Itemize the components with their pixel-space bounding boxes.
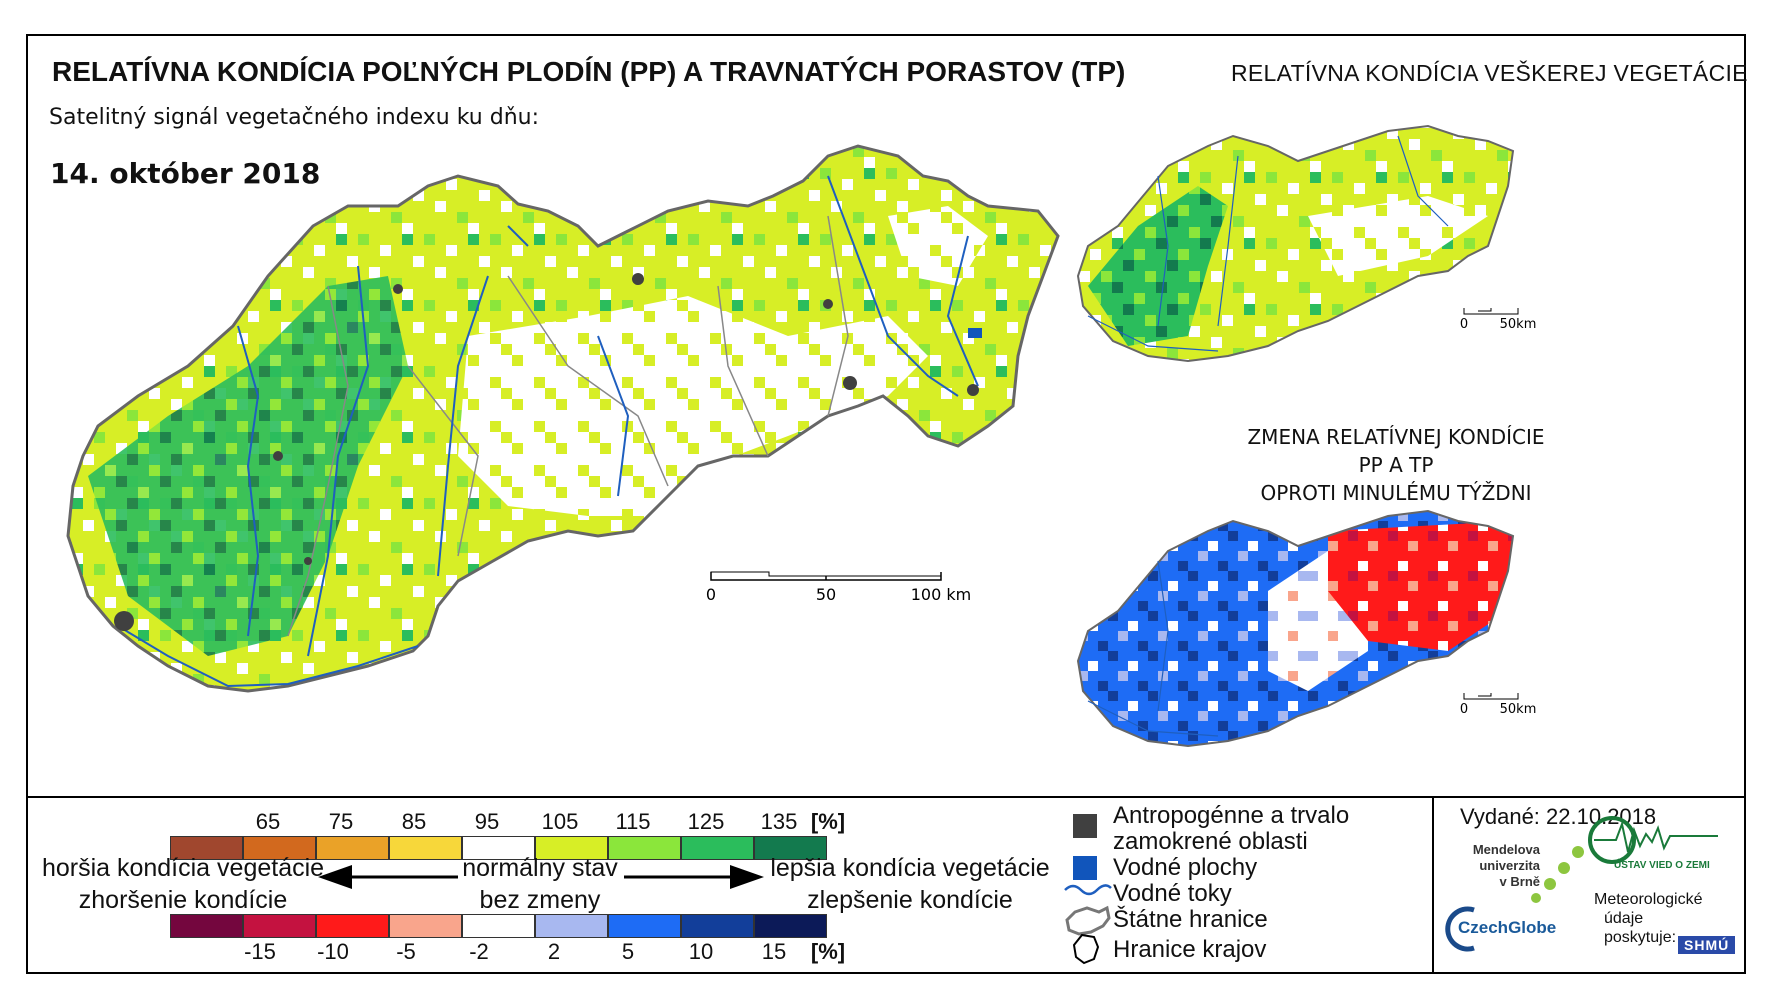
change-swatch: [243, 914, 316, 938]
river-icon: [1064, 884, 1112, 896]
change-tick: -2: [469, 939, 489, 964]
arrow-left-icon: [318, 865, 458, 889]
main-map: 0 50 100 km: [66, 144, 1060, 693]
condition-swatch: [170, 836, 243, 860]
condition-tick: 75: [328, 809, 354, 834]
legend-vertical-separator: [1432, 796, 1434, 972]
meteo-line2: údaje: [1604, 910, 1644, 927]
condition-scale-ticks: 65 75 85 95 105 115 125 135 [%]: [170, 809, 850, 835]
condition-swatch: [462, 836, 535, 860]
map-frame: RELATÍVNA KONDÍCIA POĽNÝCH PLODÍN (PP) A…: [26, 34, 1748, 974]
mendel-line1: Mendelova: [1472, 842, 1540, 857]
water-body-swatch: [1073, 856, 1097, 880]
legend-separator: [28, 796, 1744, 798]
change-scale-ticks: -15 -10 -5 -2 2 5 10 15 [%]: [170, 939, 850, 965]
map-title: RELATÍVNA KONDÍCIA POĽNÝCH PLODÍN (PP) A…: [52, 56, 1126, 87]
change-tick: -5: [396, 939, 416, 964]
change-swatch: [170, 914, 243, 938]
scalebar-label-100: 100 km: [911, 585, 971, 604]
condition-tick: 125: [687, 809, 725, 834]
condition-swatch: [608, 836, 681, 860]
institute-logo-icon: [1588, 816, 1718, 864]
inset-scalebar-50: 50km: [1500, 317, 1537, 332]
legend-water-streams: Vodné toky: [1113, 880, 1232, 907]
inset-bottom-title: ZMENA RELATÍVNEJ KONDÍCIE PP A TP OPROTI…: [1236, 423, 1556, 507]
shmu-logo: SHMÚ: [1678, 936, 1736, 954]
mendel-dots-icon: [1531, 846, 1584, 903]
change-tick: -10: [317, 939, 349, 964]
czechglobe-arc-icon: [1445, 906, 1475, 952]
condition-tick: 65: [255, 809, 281, 834]
condition-swatch: [681, 836, 754, 860]
condition-swatch: [316, 836, 389, 860]
legend-water-bodies: Vodné plochy: [1113, 854, 1258, 881]
condition-tick: 85: [401, 809, 427, 834]
inset-scalebar-0: 0: [1460, 317, 1468, 332]
desc-worse: horšia kondícia vegetácie: [41, 854, 325, 882]
state-border-icon: [1065, 905, 1111, 936]
inset-top-scalebar: 0 50km: [1460, 308, 1537, 332]
issued-date: Vydané: 22.10.2018: [1460, 804, 1657, 829]
desc-better: lepšia kondícia vegetácie: [770, 854, 1050, 882]
inset-bottom-scalebar-0: 0: [1460, 702, 1468, 717]
inset-top-title: RELATÍVNA KONDÍCIA VEŠKEREJ VEGETÁCIE: [1231, 60, 1748, 86]
desc-no-change: bez zmeny: [479, 886, 601, 914]
condition-swatch: [754, 836, 827, 860]
institute-logo-text: ÚSTAV VIED O ZEMI: [1614, 860, 1710, 871]
legend-region-border: Hranice krajov: [1113, 936, 1267, 963]
change-swatch: [535, 914, 608, 938]
condition-color-scale: [170, 836, 827, 860]
czechglobe-logo: CzechGlobe: [1458, 918, 1557, 937]
inset-bottom-scalebar-50: 50km: [1500, 702, 1537, 717]
condition-swatch: [243, 836, 316, 860]
change-swatch: [389, 914, 462, 938]
condition-swatch: [389, 836, 462, 860]
mendel-line2: univerzita: [1479, 858, 1540, 873]
change-color-scale: [170, 914, 827, 938]
change-swatch: [462, 914, 535, 938]
change-tick: -15: [244, 939, 276, 964]
main-scalebar: 0 50 100 km: [706, 571, 971, 604]
inset-map-change: 0 50km: [1077, 510, 1537, 747]
inset-map-vegetation: 0 50km: [1077, 125, 1537, 362]
change-tick: 15: [761, 939, 787, 964]
condition-swatch: [535, 836, 608, 860]
desc-worsening: zhoršenie kondície: [78, 886, 288, 914]
inset-bottom-title-line1: ZMENA RELATÍVNEJ KONDÍCIE PP A TP: [1247, 425, 1545, 477]
change-swatch: [316, 914, 389, 938]
change-unit: [%]: [810, 939, 846, 964]
condition-tick: 95: [474, 809, 500, 834]
legend-anthropogenic-1: Antropogénne a trvalo: [1113, 802, 1350, 829]
condition-unit: [%]: [810, 809, 846, 834]
condition-tick: 135: [760, 809, 798, 834]
arrow-right-icon: [624, 865, 764, 889]
desc-improvement: zlepšenie kondície: [807, 886, 1013, 914]
mendel-line3: v Brně: [1499, 874, 1540, 889]
change-swatch: [608, 914, 681, 938]
legend-state-border: Štátne hranice: [1113, 906, 1268, 933]
mendel-logo-text: Mendelova univerzita v Brně: [1468, 842, 1540, 890]
region-border-icon: [1072, 933, 1100, 965]
condition-tick: 105: [541, 809, 579, 834]
change-tick: 10: [688, 939, 714, 964]
change-tick: 2: [547, 939, 561, 964]
map-date: 14. október 2018: [50, 157, 321, 190]
meteo-credit: Meteorologické údaje poskytuje:: [1594, 890, 1703, 947]
meteo-line1: Meteorologické: [1594, 891, 1703, 908]
condition-tick: 115: [615, 809, 651, 834]
anthropogenic-swatch: [1073, 814, 1097, 838]
scalebar-label-0: 0: [706, 585, 716, 604]
change-swatch: [754, 914, 827, 938]
meteo-line3: poskytuje:: [1604, 929, 1677, 946]
change-swatch: [681, 914, 754, 938]
desc-normal: normálny stav: [462, 854, 618, 882]
change-tick: 5: [621, 939, 635, 964]
legend-anthropogenic-2: zamokrené oblasti: [1113, 828, 1308, 855]
inset-bottom-scalebar: 0 50km: [1460, 693, 1537, 717]
inset-bottom-title-line2: OPROTI MINULÉMU TÝŽDNI: [1260, 481, 1532, 505]
map-subtitle: Satelitný signál vegetačného indexu ku d…: [49, 105, 540, 130]
scalebar-label-50: 50: [816, 585, 836, 604]
